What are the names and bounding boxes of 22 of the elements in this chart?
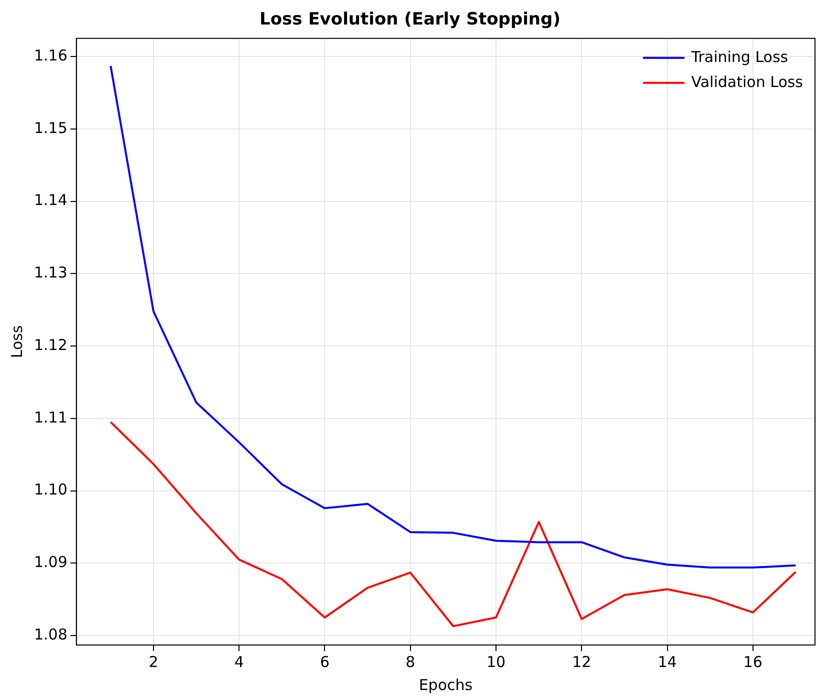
x-tick-label: 12 <box>572 652 592 671</box>
x-axis-title: Epochs <box>418 676 473 694</box>
x-tick-label: 4 <box>234 652 244 671</box>
y-tick-label: 1.14 <box>34 191 68 210</box>
x-tick-label: 14 <box>658 652 677 671</box>
x-tick-label: 8 <box>406 652 416 671</box>
x-tick-label: 16 <box>743 652 762 671</box>
y-tick-label: 1.15 <box>34 118 68 137</box>
y-tick-label: 1.11 <box>34 408 68 426</box>
y-tick-label: 1.16 <box>34 46 68 64</box>
y-axis-title: Loss <box>8 325 26 358</box>
y-tick-label: 1.08 <box>34 625 68 644</box>
legend-label: Training Loss <box>690 48 788 66</box>
y-tick-label: 1.13 <box>34 264 68 282</box>
legend-label: Validation Loss <box>691 72 804 91</box>
y-tick-label: 1.12 <box>34 336 68 354</box>
chart-title: Loss Evolution (Early Stopping) <box>260 10 560 30</box>
y-tick-label: 1.10 <box>34 480 68 499</box>
x-tick-label: 6 <box>320 652 330 671</box>
y-tick-label: 1.09 <box>34 553 68 572</box>
x-tick-label: 2 <box>148 652 158 671</box>
x-tick-label: 10 <box>486 652 506 671</box>
